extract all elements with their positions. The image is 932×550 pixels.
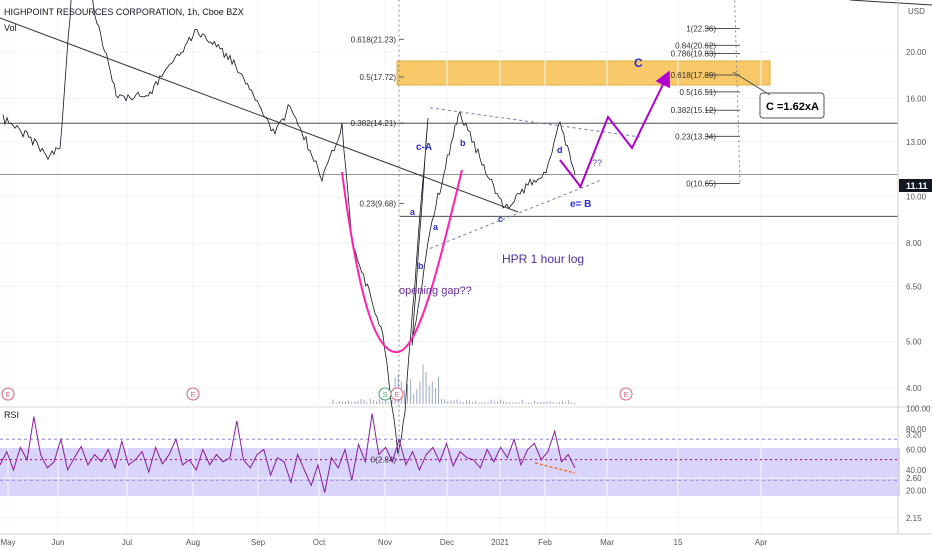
event-marker-label: E (6, 392, 11, 399)
triangle-lower-line (429, 180, 601, 249)
rsi-tick-label: 60.00 (906, 446, 927, 455)
event-marker[interactable] (1, 387, 15, 401)
rsi-trendline (534, 462, 576, 474)
fib-right-label: 0.382(15.12) (671, 106, 717, 115)
event-marker[interactable] (390, 387, 404, 401)
top-right-trendline (849, 0, 932, 6)
time-label-oct: Oct (313, 538, 326, 547)
time-label-mar: Mar (600, 538, 614, 547)
fib-left-label: 0.382(14.21) (351, 119, 397, 128)
price-tick-label: 2.60 (906, 474, 922, 483)
callout-box (759, 92, 825, 119)
time-label-aug: Aug (186, 538, 200, 547)
fib-left-label: 0.23(9.68) (360, 199, 397, 208)
event-marker[interactable] (619, 387, 633, 401)
fib-target-zone (396, 60, 771, 86)
price-line (2, 0, 576, 455)
price-tick-label: 20.00 (906, 48, 927, 57)
fib-left-label: 0(2.84) (371, 456, 397, 465)
price-tick-label: 4.00 (906, 384, 922, 393)
note-opening-gap: opening gap?? (399, 285, 472, 297)
price-badge-bg (899, 179, 932, 192)
chart-symbol-title: HIGHPOINT RESOURCES CORPORATION, 1h, Cbo… (4, 7, 244, 17)
rsi-tick-label: 80.00 (906, 425, 927, 434)
time-label-nov: Nov (378, 538, 392, 547)
wave-label-C: C (634, 56, 643, 70)
note-question: ?? (592, 158, 602, 168)
fib-left-label: 0.5(17.72) (360, 73, 397, 82)
rsi-tick-label: 20.00 (906, 487, 927, 496)
fib-right-label: 0.23(13.34) (675, 132, 716, 141)
rsi-tick-label: 100.00 (906, 405, 931, 414)
callout-pointer (732, 71, 771, 96)
price-tick-label: 6.50 (906, 283, 922, 292)
price-tick-label: 5.00 (906, 337, 922, 346)
wave-label-c: c (498, 214, 503, 224)
time-label-may: May (0, 538, 15, 547)
fib-right-label: 0.618(17.89) (671, 71, 717, 80)
event-marker-label: E (191, 392, 196, 399)
time-label-sep: Sep (251, 538, 266, 547)
price-tick-label: 13.00 (906, 138, 927, 147)
price-tick-label: 8.00 (906, 239, 922, 248)
projected-wave-path (579, 70, 670, 189)
event-marker-label: S (383, 392, 388, 399)
time-label-apr: Apr (755, 538, 768, 547)
time-label-15: 15 (674, 538, 683, 547)
price-tick-label: 3.20 (906, 431, 922, 440)
wave-label-cA: c-A (416, 142, 432, 153)
triangle-upper-line (429, 107, 641, 138)
wave-label-d: d (557, 145, 563, 155)
price-tick-label: 2.15 (906, 514, 922, 523)
fib-left-label: 0.618(21.23) (351, 35, 397, 44)
price-tick-label: 26.00 (906, 0, 927, 2)
event-marker-label: E (395, 392, 400, 399)
projected-wave-start (559, 159, 581, 187)
cup-curve (341, 169, 463, 354)
rsi-line (0, 413, 576, 493)
descending-trendline (0, 17, 519, 213)
time-label-jul: Jul (122, 538, 132, 547)
time-label-feb: Feb (538, 538, 552, 547)
wave-label-a-upper: a (410, 207, 416, 217)
price-tick-label: 16.00 (906, 94, 927, 103)
event-marker-label: E (624, 392, 629, 399)
rsi-label: RSI (4, 410, 19, 420)
wave-label-b-upper: b (460, 138, 466, 148)
fib-right-label: 0.786(19.83) (671, 50, 717, 59)
price-tick-label: 10.00 (906, 193, 927, 202)
event-marker[interactable] (186, 387, 200, 401)
currency-label: USD (908, 7, 925, 16)
fib-right-label: 0.5(16.51) (680, 88, 717, 97)
note-hpr: HPR 1 hour log (502, 252, 584, 266)
fib-right-label: 1(22.36) (686, 24, 716, 33)
callout-text: C =1.62xA (766, 101, 819, 113)
time-label-2021: 2021 (491, 538, 509, 547)
fib-right-label: 0.84(20.62) (675, 41, 716, 50)
time-label-dec: Dec (440, 538, 454, 547)
wave-label-a-lower: a (433, 222, 439, 232)
fib-right-connector (734, 0, 741, 184)
wave-label-eB: e= B (570, 199, 591, 210)
rsi-tick-label: 40.00 (906, 466, 927, 475)
price-badge: 11.11 (906, 181, 928, 191)
fib-right-label: 0(10.65) (686, 179, 716, 188)
time-label-jun: Jun (52, 538, 65, 547)
wave-label-b-lower: b (418, 261, 424, 271)
volume-label: Vol (4, 23, 17, 33)
